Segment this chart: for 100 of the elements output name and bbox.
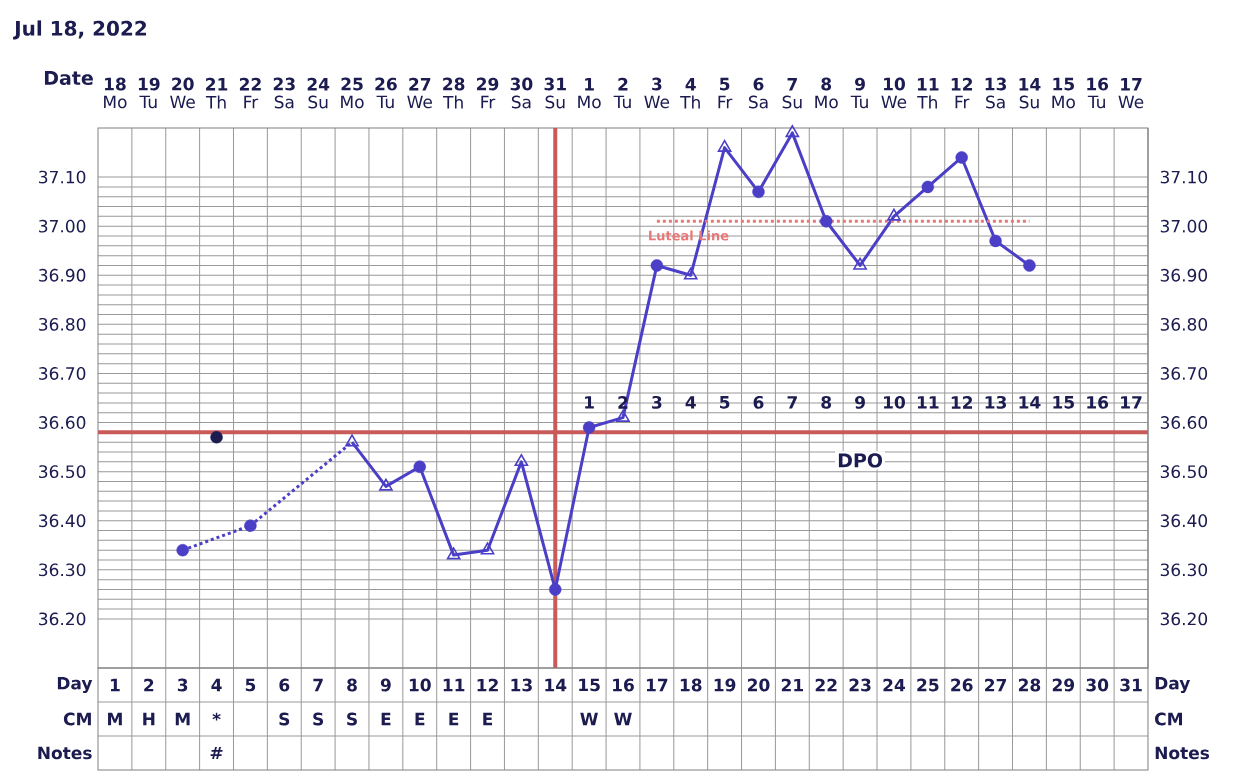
point <box>244 519 257 532</box>
text: W <box>614 712 632 726</box>
x-tick-label: 23 <box>273 77 295 91</box>
text: M <box>175 712 190 726</box>
y2-tick-label: 37.10 <box>1160 170 1208 184</box>
text: 18 <box>680 678 702 692</box>
text: Sa <box>274 95 294 109</box>
text: 9 <box>380 678 391 692</box>
y2-tick-label: 36.90 <box>1160 268 1208 282</box>
text: 2 <box>144 678 154 692</box>
text: Fr <box>955 95 970 109</box>
text: E <box>381 712 391 726</box>
x-tick-label: 21 <box>206 77 228 91</box>
text: E <box>483 712 493 726</box>
text: Mo <box>578 95 601 109</box>
x-tick-label: 31 <box>544 77 566 91</box>
x-tick-label: 26 <box>375 77 397 91</box>
text: 5 <box>245 678 256 692</box>
text: Mo <box>1052 95 1075 109</box>
y-tick-label: Notes <box>38 746 92 760</box>
annotation: 16 <box>1087 395 1109 409</box>
annotation: 8 <box>821 395 832 409</box>
x-tick-label: 17 <box>1121 78 1142 91</box>
point <box>345 434 359 447</box>
x-tick-label: 25 <box>341 77 363 91</box>
text: Su <box>1019 95 1039 109</box>
text: Mo <box>815 95 838 109</box>
point <box>921 180 935 194</box>
text: 7 <box>313 678 323 692</box>
point <box>785 125 800 138</box>
text: 23 <box>849 678 871 692</box>
point <box>480 542 495 555</box>
x-axis-title: Date <box>44 70 93 86</box>
x-tick-label: 4 <box>685 78 696 91</box>
x-tick-label: 16 <box>1087 77 1109 91</box>
text: Sa <box>986 95 1005 109</box>
y2-tick-label: 36.20 <box>1160 612 1208 626</box>
text: Sa <box>511 95 531 109</box>
x-tick-label: 27 <box>409 77 431 91</box>
text: H <box>143 712 155 726</box>
text: 29 <box>1052 678 1075 692</box>
y-tick-label: 36.50 <box>39 465 86 479</box>
y2-tick-label: 36.30 <box>1160 563 1208 577</box>
text: Su <box>782 95 802 109</box>
y-tick-label: 37.00 <box>39 219 86 233</box>
x-tick-label: 8 <box>821 77 832 91</box>
text: Th <box>680 95 700 109</box>
y-tick-label: 36.20 <box>39 612 86 626</box>
text: Tu <box>1087 95 1105 109</box>
y2-tick-label: 36.60 <box>1160 416 1208 429</box>
text: Tu <box>850 95 868 109</box>
text: 22 <box>815 678 837 692</box>
x-tick-label: 29 <box>477 77 499 91</box>
annotation: 12 <box>951 396 973 409</box>
y2-tick-label: 37.00 <box>1160 219 1208 233</box>
text: 19 <box>714 678 736 692</box>
y-tick-label: 36.70 <box>39 367 86 380</box>
annotation: 1 <box>585 396 594 409</box>
text: 27 <box>985 678 1007 692</box>
text: 14 <box>545 678 567 692</box>
point <box>887 208 901 221</box>
text: 13 <box>511 678 532 692</box>
annotation: 7 <box>787 396 797 409</box>
text: S <box>279 712 290 726</box>
text: E <box>415 712 425 726</box>
text: 6 <box>279 678 290 692</box>
point <box>210 431 223 444</box>
annotation: 10 <box>884 395 905 409</box>
text: Fr <box>244 95 259 109</box>
text: Sa <box>748 95 768 109</box>
text: Tu <box>376 95 394 109</box>
annotation: 13 <box>985 395 1007 409</box>
text: S <box>347 712 357 726</box>
x-tick-label: 3 <box>652 77 662 91</box>
point <box>650 259 664 272</box>
y2-tick-label: 36.70 <box>1160 367 1208 380</box>
point <box>616 409 630 422</box>
text: We <box>644 95 670 109</box>
text: Th <box>205 95 226 109</box>
x-tick-label: 2 <box>618 77 628 91</box>
annotation: 6 <box>753 395 764 409</box>
annotation: 5 <box>720 396 730 409</box>
y2-tick-label: 36.50 <box>1160 465 1208 479</box>
x-tick-label: 11 <box>917 78 939 91</box>
y-tick-label: 37.10 <box>39 170 86 184</box>
text: M <box>108 712 122 726</box>
point <box>820 215 833 228</box>
x-tick-label: 14 <box>1019 78 1041 91</box>
point <box>413 460 426 473</box>
text: W <box>580 712 598 726</box>
y2-tick-label: 36.40 <box>1160 514 1208 528</box>
text: 20 <box>747 678 770 692</box>
x-tick-label: 28 <box>443 77 465 91</box>
text: 8 <box>347 678 357 692</box>
text: Mo <box>341 95 364 109</box>
chart-title: Jul 18, 2022 <box>13 20 147 40</box>
text: Th <box>443 95 463 109</box>
text: Th <box>917 95 937 109</box>
text: We <box>1118 95 1144 109</box>
x-tick-label: 10 <box>884 77 905 91</box>
